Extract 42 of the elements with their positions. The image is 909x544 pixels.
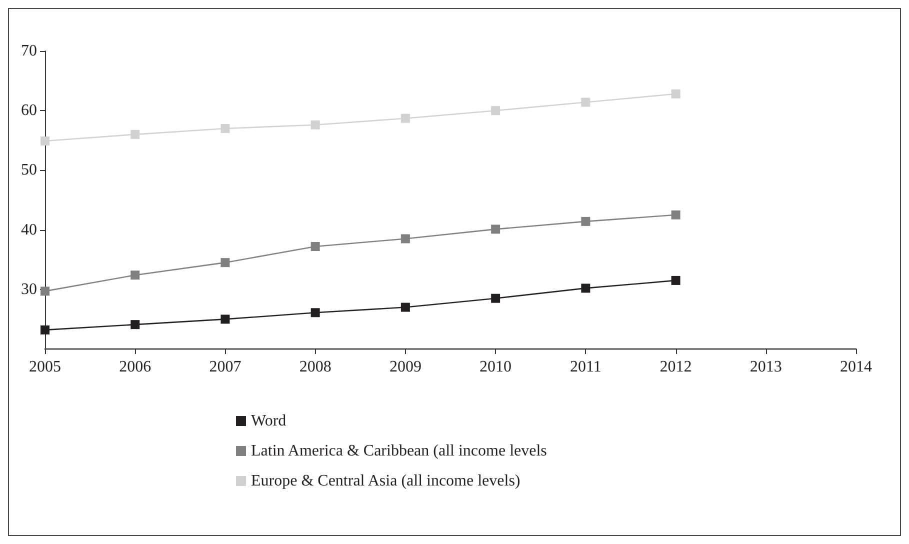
- x-tick-label: 2006: [119, 358, 152, 376]
- x-tick-label: 2013: [750, 358, 782, 376]
- x-tick-label: 2005: [29, 358, 61, 376]
- y-tick-label: 30: [21, 280, 37, 298]
- y-tick-label: 70: [21, 42, 37, 60]
- x-tick-label: 2010: [480, 358, 512, 376]
- point: [310, 242, 320, 251]
- point: [310, 120, 320, 130]
- point: [400, 234, 410, 244]
- point: [220, 124, 230, 133]
- y-tick-label: 60: [21, 102, 37, 120]
- point: [491, 224, 500, 234]
- point: [130, 320, 140, 330]
- point: [40, 325, 50, 334]
- point: [130, 130, 140, 139]
- point: [40, 286, 50, 296]
- point: [671, 89, 680, 98]
- point: [220, 314, 230, 324]
- point: [671, 276, 680, 285]
- x-tick-label: 2014: [840, 358, 872, 376]
- point: [400, 302, 410, 312]
- legend-label: Word: [251, 412, 286, 430]
- legend-label: Europe & Central Asia (all income levels): [251, 472, 520, 490]
- point: [40, 136, 50, 146]
- point: [310, 308, 320, 318]
- x-tick-label: 2007: [209, 358, 242, 376]
- x-tick-label: 2008: [299, 358, 332, 376]
- x-tick-label: 2012: [660, 358, 692, 376]
- y-tick-label: 50: [21, 162, 37, 179]
- point: [220, 258, 230, 268]
- x-tick-label: 2009: [389, 358, 422, 376]
- y-tick-label: 40: [21, 221, 37, 238]
- point: [130, 270, 140, 280]
- point: [400, 114, 410, 123]
- point: [581, 216, 590, 226]
- point: [491, 294, 500, 303]
- point: [581, 98, 590, 107]
- x-tick-label: 2011: [570, 358, 602, 376]
- legend-label: Latin America & Caribbean (all income levels: [251, 442, 547, 460]
- point: [491, 106, 500, 116]
- point: [671, 210, 680, 220]
- point: [581, 284, 590, 293]
